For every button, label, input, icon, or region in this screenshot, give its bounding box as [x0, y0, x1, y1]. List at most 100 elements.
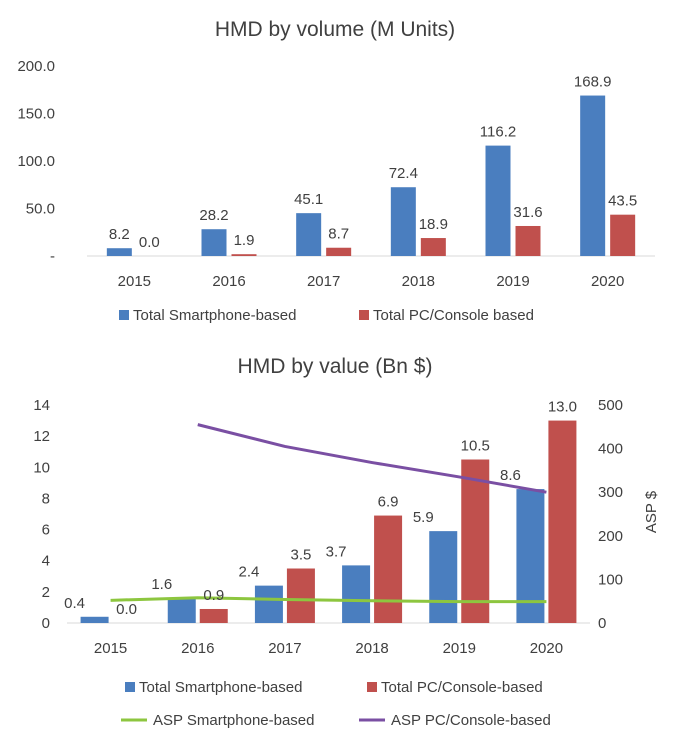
value-bar-pc-console [461, 459, 490, 623]
value-label-pc-console: 0.9 [203, 587, 224, 604]
value-bars [80, 420, 577, 623]
value-bar-pc-console [548, 420, 577, 623]
value-bar-pc-console [199, 608, 228, 623]
volume-label-smartphone: 45.1 [294, 191, 323, 208]
volume-bar-smartphone [296, 213, 322, 256]
volume-label-smartphone: 8.2 [109, 226, 130, 243]
value-legend: Total Smartphone-based Total PC/Console-… [121, 679, 551, 729]
value-y2-tick: 300 [598, 484, 623, 501]
volume-y-ticks: - 50.0 100.0 150.0 200.0 [17, 58, 55, 265]
legend-swatch-pc-console [359, 310, 369, 320]
volume-y-tick: 50.0 [26, 201, 55, 218]
value-label-pc-console: 6.9 [378, 494, 399, 511]
volume-bar-pc-console [610, 214, 636, 256]
volume-bar-pc-console [326, 247, 352, 256]
value-x-tick: 2019 [443, 640, 476, 657]
volume-bar-smartphone [390, 187, 416, 256]
value-y2-tick: 0 [598, 615, 606, 632]
value-y2-tick: 400 [598, 441, 623, 458]
volume-x-tick: 2015 [118, 273, 151, 290]
value-y-tick: 14 [33, 397, 50, 414]
value-bar-pc-console [286, 568, 315, 623]
value-x-tick: 2018 [355, 640, 388, 657]
volume-legend: Total Smartphone-based Total PC/Console … [119, 307, 534, 324]
volume-label-pc-console: 31.6 [513, 204, 542, 221]
volume-bar-smartphone [485, 145, 511, 256]
value-asp-lines [110, 423, 547, 604]
volume-bar-smartphone [580, 95, 606, 256]
value-y-tick: 6 [42, 522, 50, 539]
value-y2-tick: 500 [598, 397, 623, 414]
value-y-tick: 10 [33, 459, 50, 476]
volume-label-smartphone: 116.2 [480, 124, 516, 141]
legend-swatch-smartphone [119, 310, 129, 320]
volume-x-tick: 2019 [496, 273, 529, 290]
value-label-smartphone: 2.4 [238, 564, 259, 581]
volume-label-smartphone: 168.9 [574, 74, 612, 91]
value-y-tick: 4 [42, 553, 50, 570]
value-label-pc-console: 10.5 [461, 438, 490, 455]
value-y2-axis-label: ASP $ [643, 490, 660, 533]
value-chart: HMD by value (Bn $) 0 2 4 6 8 10 12 14 0 100 200 3… [33, 355, 660, 729]
value-x-tick: 2015 [94, 640, 127, 657]
value-y-tick: 12 [33, 428, 50, 445]
value-x-tick: 2016 [181, 640, 214, 657]
value-y2-tick: 200 [598, 528, 623, 545]
value-data-labels: 0.4 1.6 2.4 3.7 5.9 8.6 0.0 0.9 3.5 6.9 10.5 13.0 [64, 399, 577, 618]
volume-bar-pc-console [420, 238, 446, 256]
legend2-swatch-smartphone [125, 682, 135, 692]
value-bar-smartphone [254, 585, 283, 623]
value-label-smartphone: 1.6 [151, 576, 172, 593]
volume-label-pc-console: 18.9 [419, 216, 448, 233]
value-x-tick: 2020 [530, 640, 563, 657]
value-x-tick: 2017 [268, 640, 301, 657]
value-y2-ticks: 0 100 200 300 400 500 [598, 397, 623, 632]
volume-data-labels: 8.2 28.2 45.1 72.4 116.2 168.9 0.0 1.9 8.7 18.9 31… [109, 74, 637, 251]
volume-y-tick: 200.0 [17, 58, 55, 75]
asp-smartphone-line [110, 596, 547, 604]
asp-pc-console-line [197, 423, 547, 494]
value-label-pc-console: 3.5 [290, 547, 311, 564]
value-label-smartphone: 0.4 [64, 595, 85, 612]
volume-x-ticks: 2015 2016 2017 2018 2019 2020 [118, 273, 625, 290]
value-x-ticks: 2015 2016 2017 2018 2019 2020 [94, 640, 563, 657]
volume-label-pc-console: 1.9 [234, 232, 255, 249]
legend2-label-smartphone: Total Smartphone-based [139, 679, 302, 696]
volume-bar-smartphone [201, 229, 227, 256]
value-y2-tick: 100 [598, 571, 623, 588]
volume-x-tick: 2016 [212, 273, 245, 290]
volume-x-tick: 2020 [591, 273, 624, 290]
value-y-tick: 8 [42, 490, 50, 507]
volume-label-pc-console: 8.7 [328, 226, 349, 243]
value-chart-title: HMD by value (Bn $) [238, 355, 433, 378]
volume-y-tick: - [50, 248, 55, 265]
volume-x-tick: 2017 [307, 273, 340, 290]
legend-label-smartphone: Total Smartphone-based [133, 307, 296, 324]
legend2-swatch-pc-console [367, 682, 377, 692]
value-label-pc-console: 13.0 [548, 399, 577, 416]
value-bar-smartphone [429, 531, 458, 623]
value-label-smartphone: 5.9 [413, 509, 434, 526]
value-label-smartphone: 8.6 [500, 467, 521, 484]
volume-label-smartphone: 28.2 [199, 207, 228, 224]
volume-y-tick: 100.0 [17, 153, 55, 170]
volume-bar-pc-console [515, 225, 541, 256]
value-bar-smartphone [342, 565, 371, 623]
legend2-label-asp-pc-console: ASP PC/Console-based [391, 712, 551, 729]
volume-label-pc-console: 0.0 [139, 234, 160, 251]
volume-bar-smartphone [106, 248, 132, 256]
value-bar-pc-console [374, 515, 403, 623]
legend2-label-asp-smartphone: ASP Smartphone-based [153, 712, 315, 729]
value-bar-smartphone [167, 598, 196, 623]
volume-label-smartphone: 72.4 [389, 165, 418, 182]
legend-label-pc-console: Total PC/Console based [373, 307, 534, 324]
volume-y-tick: 150.0 [17, 106, 55, 123]
volume-bar-pc-console [231, 254, 257, 256]
value-label-pc-console: 0.0 [116, 601, 137, 618]
value-label-smartphone: 3.7 [326, 543, 347, 560]
volume-x-tick: 2018 [402, 273, 435, 290]
value-y-tick: 2 [42, 584, 50, 601]
volume-chart-title: HMD by volume (M Units) [215, 18, 455, 41]
value-y-tick: 0 [42, 615, 50, 632]
